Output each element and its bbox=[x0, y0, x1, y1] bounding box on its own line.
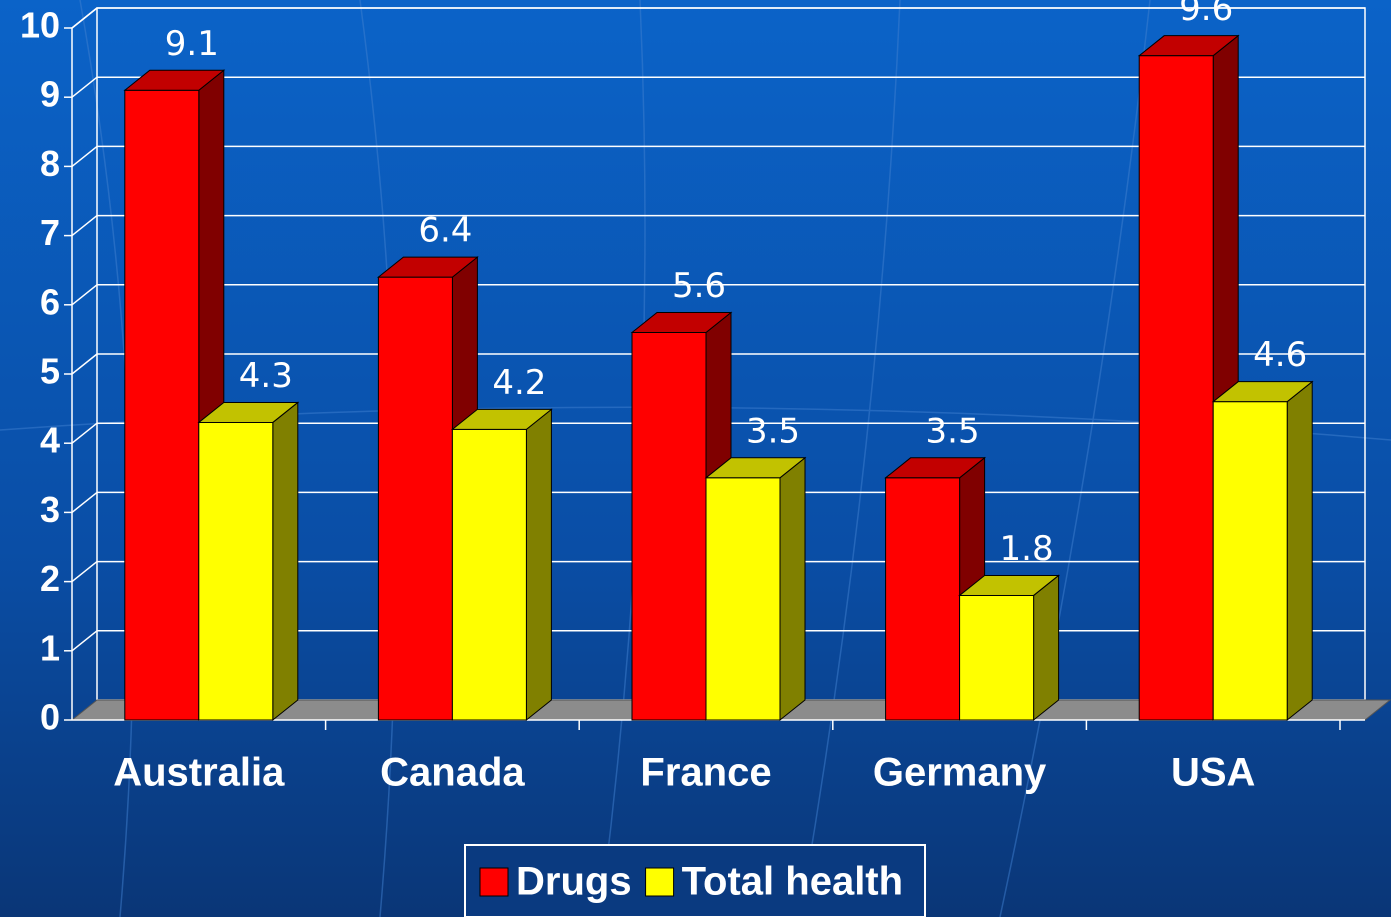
grid-line-side bbox=[71, 422, 98, 444]
bar-top bbox=[630, 311, 733, 333]
value-label: 9.1 bbox=[165, 24, 219, 64]
bar-front bbox=[198, 421, 274, 721]
bar-top bbox=[1137, 35, 1240, 57]
y-tick-label: 7 bbox=[40, 212, 60, 253]
bar-side bbox=[1286, 380, 1313, 722]
grid-line-side bbox=[71, 630, 98, 652]
x-tick-label: Canada bbox=[380, 751, 525, 795]
bar-front bbox=[377, 276, 453, 721]
bar-front bbox=[705, 477, 781, 721]
bar-top bbox=[376, 256, 479, 278]
bar bbox=[704, 456, 807, 722]
grid-line-side bbox=[71, 353, 98, 375]
y-tick-label: 10 bbox=[20, 5, 60, 46]
y-tick-label: 9 bbox=[40, 74, 60, 115]
bar-top bbox=[123, 69, 226, 91]
grid-line-side bbox=[71, 284, 98, 306]
grid-line-side bbox=[71, 491, 98, 513]
y-tick-label: 5 bbox=[40, 351, 60, 392]
y-tick-label: 8 bbox=[40, 143, 60, 184]
legend-swatch bbox=[479, 867, 509, 897]
value-label: 3.5 bbox=[926, 411, 980, 451]
y-tick-label: 0 bbox=[40, 697, 60, 738]
bar-front bbox=[1212, 401, 1288, 721]
value-label: 4.2 bbox=[492, 363, 546, 403]
bar-side bbox=[1033, 574, 1060, 722]
y-tick-label: 4 bbox=[40, 420, 60, 461]
value-label: 6.4 bbox=[418, 211, 472, 251]
bar-side bbox=[525, 408, 552, 722]
value-label: 1.8 bbox=[1000, 529, 1054, 569]
legend: Drugs Total health bbox=[464, 844, 926, 917]
bar-front bbox=[959, 594, 1035, 721]
bar-top bbox=[450, 408, 553, 430]
bar-front bbox=[631, 331, 707, 721]
bar-top bbox=[197, 401, 300, 423]
bar bbox=[958, 574, 1061, 722]
x-tick-label: France bbox=[640, 751, 771, 795]
grid-line-side bbox=[71, 145, 98, 167]
y-tick-label: 6 bbox=[40, 281, 60, 322]
bar bbox=[1211, 380, 1314, 722]
bar-top bbox=[1211, 381, 1314, 403]
legend-label: Drugs bbox=[516, 860, 632, 904]
bar bbox=[450, 408, 553, 722]
bar-top bbox=[884, 457, 987, 479]
x-tick-label: Germany bbox=[873, 751, 1047, 795]
value-label: 9.6 bbox=[1179, 0, 1233, 29]
bar-front bbox=[124, 89, 200, 721]
value-label: 3.5 bbox=[746, 411, 800, 451]
bar-side bbox=[272, 401, 299, 722]
bar-top bbox=[958, 574, 1061, 596]
bar-front bbox=[451, 428, 527, 721]
value-label: 4.6 bbox=[1253, 335, 1307, 375]
bar-front bbox=[885, 477, 961, 721]
x-tick-label: USA bbox=[1171, 751, 1255, 795]
grid-line-side bbox=[71, 76, 98, 98]
bar bbox=[197, 401, 300, 722]
value-label: 4.3 bbox=[239, 356, 293, 396]
grid-line-side bbox=[71, 7, 98, 29]
y-tick-label: 3 bbox=[40, 489, 60, 530]
value-label: 5.6 bbox=[672, 266, 726, 306]
y-tick-label: 1 bbox=[40, 627, 60, 668]
legend-swatch bbox=[645, 867, 675, 897]
bar-front bbox=[1138, 55, 1214, 721]
legend-box bbox=[464, 844, 926, 917]
bar-side bbox=[779, 456, 806, 722]
y-tick-label: 2 bbox=[40, 558, 60, 599]
bar-top bbox=[704, 457, 807, 479]
x-tick-label: Australia bbox=[113, 751, 285, 795]
grid-line-side bbox=[71, 215, 98, 237]
legend-label: Total health bbox=[682, 860, 903, 904]
grid-line-side bbox=[71, 561, 98, 583]
